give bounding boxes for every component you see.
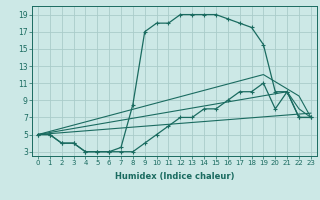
X-axis label: Humidex (Indice chaleur): Humidex (Indice chaleur) [115,172,234,181]
